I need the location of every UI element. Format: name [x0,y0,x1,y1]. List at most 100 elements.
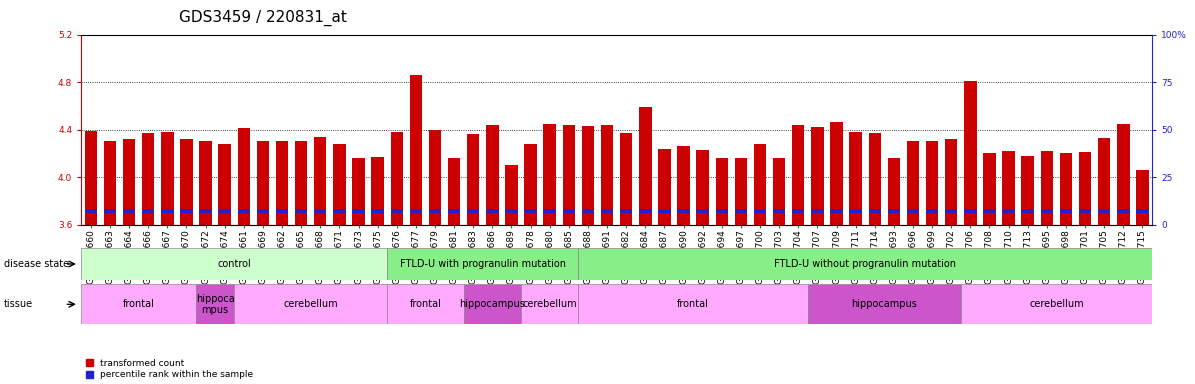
Bar [658,149,670,225]
Bar [678,146,690,225]
Bar [505,209,517,213]
Text: GDS3459 / 220831_at: GDS3459 / 220831_at [179,10,347,26]
Bar [180,209,192,213]
Bar [850,209,862,213]
Text: hippocampus: hippocampus [851,299,918,310]
Bar [907,209,919,213]
Bar [697,150,709,225]
Bar [234,284,387,324]
Bar [353,158,364,225]
Bar [276,141,288,225]
Bar [333,209,345,213]
Bar [735,158,747,225]
Bar [1060,153,1072,225]
Bar [582,126,594,225]
Bar [544,209,556,213]
Bar [219,209,231,213]
Text: frontal: frontal [678,299,709,310]
Bar [85,209,97,213]
Bar [983,209,995,213]
Bar [754,209,766,213]
Bar [1022,209,1034,213]
Bar [831,122,842,225]
Bar [104,209,116,213]
Text: FTLD-U with progranulin mutation: FTLD-U with progranulin mutation [400,259,565,269]
Bar [387,248,578,280]
Bar [888,209,900,213]
Bar [429,130,441,225]
Bar [1003,209,1015,213]
Bar [448,209,460,213]
Text: hippoca
mpus: hippoca mpus [196,293,234,315]
Text: control: control [217,259,251,269]
Bar [391,209,403,213]
Text: cerebellum: cerebellum [522,299,577,310]
Bar [1136,170,1148,225]
Bar [486,125,498,225]
Bar [410,209,422,213]
Bar [850,132,862,225]
Bar [1041,151,1053,225]
Bar [521,284,578,324]
Bar [735,209,747,213]
Bar [1041,209,1053,213]
Bar [196,284,234,324]
Bar [429,209,441,213]
Bar [257,141,269,225]
Bar [678,209,690,213]
Bar [1022,156,1034,225]
Bar [907,141,919,225]
Bar [601,125,613,225]
Bar [792,209,804,213]
Bar [1098,138,1110,225]
Bar [464,284,521,324]
Bar [808,284,961,324]
Text: hippocampus: hippocampus [459,299,526,310]
Bar [200,209,212,213]
Bar [81,248,387,280]
Bar [295,209,307,213]
Bar [372,209,384,213]
Text: tissue: tissue [4,299,32,310]
Bar [314,209,326,213]
Bar [142,209,154,213]
Bar [754,144,766,225]
Text: disease state: disease state [4,259,68,269]
Text: FTLD-U without progranulin mutation: FTLD-U without progranulin mutation [774,259,956,269]
Bar [1117,209,1129,213]
Bar [161,132,173,225]
Bar [295,141,307,225]
Bar [961,284,1152,324]
Bar [792,125,804,225]
Bar [831,209,842,213]
Bar [525,144,537,225]
Bar [448,158,460,225]
Bar [505,165,517,225]
Bar [578,284,808,324]
Bar [85,131,97,225]
Bar [200,141,212,225]
Bar [142,133,154,225]
Bar [926,209,938,213]
Bar [578,248,1152,280]
Bar [697,209,709,213]
Bar [1079,152,1091,225]
Bar [257,209,269,213]
Bar [658,209,670,213]
Bar [391,132,403,225]
Bar [945,139,957,225]
Bar [983,153,995,225]
Text: frontal: frontal [410,299,441,310]
Bar [314,137,326,225]
Bar [964,81,976,225]
Bar [869,133,881,225]
Bar [180,139,192,225]
Bar [123,209,135,213]
Text: cerebellum: cerebellum [283,299,338,310]
Bar [276,209,288,213]
Bar [410,75,422,225]
Bar [81,284,196,324]
Bar [333,144,345,225]
Bar [926,141,938,225]
Bar [773,209,785,213]
